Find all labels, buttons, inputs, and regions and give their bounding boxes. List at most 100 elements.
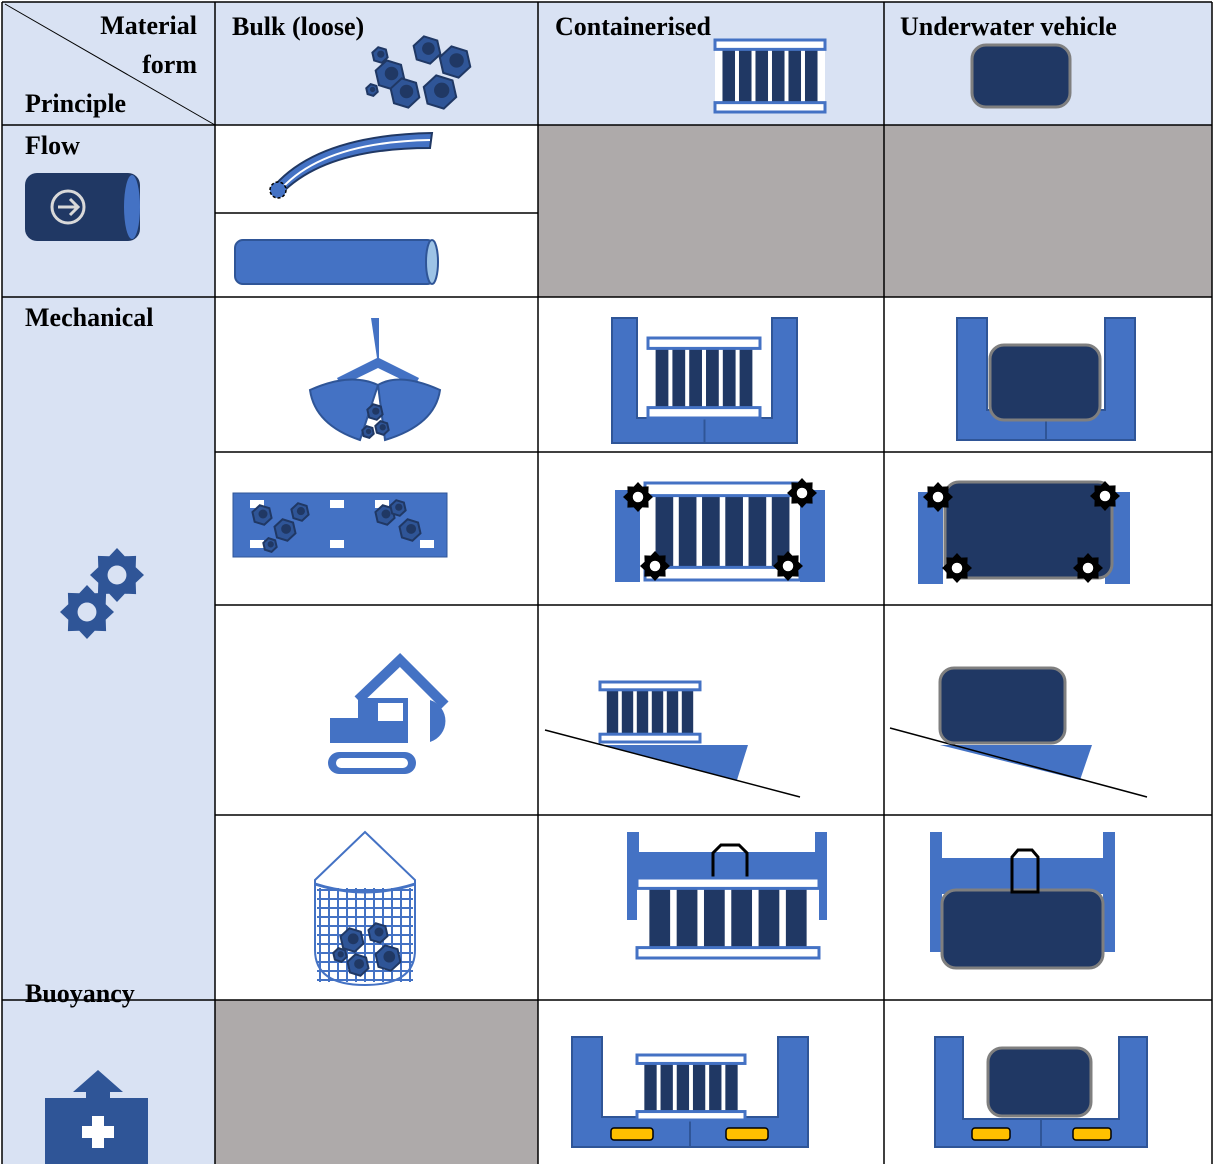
- container-bar: [689, 348, 702, 408]
- container-bar: [676, 1063, 690, 1112]
- container-bar: [655, 495, 674, 568]
- row-label: Flow: [25, 131, 80, 160]
- conveyor-slot: [420, 540, 434, 548]
- container-bar: [692, 1063, 706, 1112]
- vehicle: [940, 888, 1105, 970]
- row-label: Mechanical: [25, 303, 154, 332]
- spray-stream: [273, 131, 434, 192]
- rock-face: [354, 958, 365, 969]
- rock-face: [369, 86, 376, 93]
- float: [610, 1127, 654, 1141]
- container-bar: [702, 495, 720, 568]
- container-bar: [722, 49, 736, 103]
- excavator-arm: [354, 653, 449, 709]
- container-bar: [672, 348, 686, 408]
- pipe: [234, 239, 436, 285]
- lift-beam: [639, 852, 815, 878]
- cradle: [934, 1036, 1148, 1148]
- corner-label: form: [142, 50, 197, 79]
- container-bottom: [598, 732, 702, 744]
- container-bar: [676, 888, 698, 948]
- container-top: [635, 1053, 747, 1065]
- container-bar: [758, 888, 780, 948]
- rock-face: [296, 507, 305, 516]
- lift-beam: [942, 858, 1103, 894]
- container-bar: [755, 49, 769, 103]
- gear-hole: [1099, 490, 1111, 502]
- container-bottom: [635, 1110, 747, 1122]
- rock-face: [395, 503, 403, 511]
- container-top: [635, 876, 821, 890]
- column-header: Containerised: [555, 12, 712, 41]
- row-label-column: [2, 125, 215, 1164]
- container-top: [713, 38, 827, 51]
- buoy-plus: [82, 1116, 114, 1148]
- icons: [25, 35, 1148, 1164]
- net-rim: [314, 882, 416, 894]
- excavator-track-inner: [336, 758, 408, 768]
- rock-face: [267, 541, 274, 548]
- gear-hole: [782, 560, 794, 572]
- float: [725, 1127, 769, 1141]
- empty-cell: [884, 125, 1212, 297]
- container-bar: [804, 49, 818, 103]
- column-header: Bulk (loose): [232, 12, 364, 41]
- container-bar: [621, 689, 634, 735]
- container-bar: [666, 689, 679, 735]
- rock-face: [422, 42, 435, 55]
- row-label: Buoyancy: [25, 979, 135, 1008]
- container-bar: [703, 888, 725, 948]
- container-bottom: [635, 946, 821, 960]
- conveyor-slot: [330, 500, 344, 508]
- rock-face: [379, 424, 386, 431]
- spray-particle: [269, 181, 287, 199]
- gear-hole: [932, 491, 944, 503]
- container-top: [643, 481, 802, 498]
- rock-face: [399, 84, 414, 99]
- container-bar: [655, 348, 669, 408]
- grab-jaw: [376, 378, 442, 442]
- container-bar: [731, 888, 753, 948]
- vehicle: [938, 666, 1067, 745]
- lift-hook: [1010, 848, 1040, 894]
- conveyor-slot: [250, 540, 264, 548]
- corner-label: Material: [100, 11, 197, 40]
- rock-face: [365, 428, 372, 435]
- flow-icon-end: [124, 175, 140, 239]
- conveyor-slot: [250, 500, 264, 508]
- container-bottom: [713, 101, 827, 114]
- container-bar: [725, 1063, 738, 1112]
- rock-face: [384, 66, 399, 81]
- gear-hole: [632, 491, 644, 503]
- lift-hook: [711, 843, 749, 878]
- rock-face: [337, 951, 344, 958]
- vehicle: [988, 343, 1102, 422]
- container-bar: [771, 49, 785, 103]
- container-bar: [771, 495, 790, 568]
- column-header: Underwater vehicle: [900, 12, 1117, 41]
- gear-hole: [107, 565, 127, 585]
- rock-face: [372, 407, 380, 415]
- gear-hole: [951, 562, 963, 574]
- diagonal: [4, 3, 216, 126]
- rock-face: [381, 509, 391, 519]
- grab: [337, 318, 419, 386]
- container-bar: [706, 348, 719, 408]
- slope: [889, 727, 1148, 798]
- vehicle: [986, 1046, 1093, 1118]
- pipe-end: [425, 239, 439, 285]
- rock-face: [406, 523, 417, 534]
- container-bar: [785, 888, 807, 948]
- container-bar: [681, 689, 694, 735]
- container-bar: [660, 1063, 673, 1112]
- container-bar: [649, 888, 671, 948]
- rock-face: [434, 82, 450, 98]
- float: [1072, 1127, 1112, 1141]
- container-bar: [748, 495, 767, 568]
- slope: [544, 729, 801, 798]
- flow-arrow-ring: [50, 189, 86, 225]
- container-bar: [644, 1063, 657, 1112]
- container-top: [598, 680, 702, 692]
